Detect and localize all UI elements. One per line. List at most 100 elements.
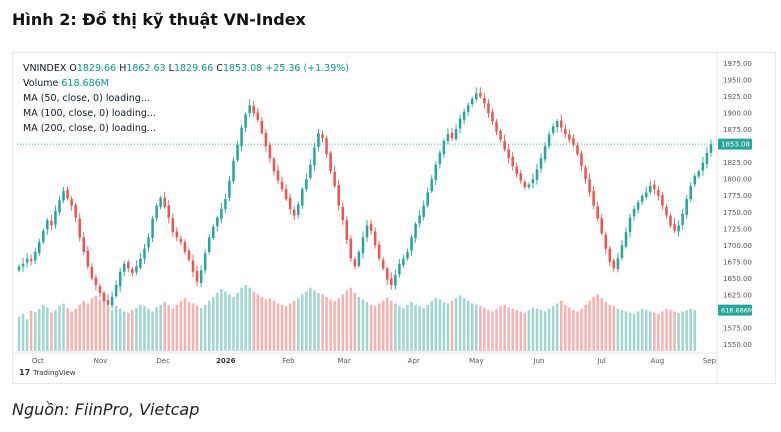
- volume-bar: [25, 319, 29, 351]
- candle-body: [487, 103, 490, 114]
- candle-body: [139, 258, 142, 268]
- source-note: Nguồn: FiinPro, Vietcap: [12, 400, 200, 419]
- ma50-row[interactable]: MA (50, close, 0) loading...: [23, 93, 150, 104]
- y-tick-label: 1550.00: [723, 341, 752, 349]
- candle-body: [555, 121, 559, 128]
- close-value: 1853.08: [222, 63, 263, 74]
- volume-bar: [135, 308, 138, 351]
- volume-bar: [406, 304, 409, 351]
- volume-bar: [29, 310, 33, 351]
- volume-bar: [353, 292, 357, 351]
- volume-bar: [151, 311, 154, 351]
- chart-panel[interactable]: VNINDEX O1829.66 H1862.63 L1829.66 C1853…: [12, 52, 776, 384]
- volume-badge-label: 618.686M: [721, 307, 754, 315]
- volume-bar: [560, 300, 563, 351]
- candle-body: [386, 268, 389, 280]
- candle-body: [86, 250, 90, 267]
- volume-bar: [665, 308, 668, 351]
- candle-body: [608, 248, 612, 262]
- tradingview-brand[interactable]: 17 TradingView: [19, 368, 75, 377]
- x-axis-label: May: [469, 357, 483, 365]
- volume-bar: [301, 294, 304, 351]
- candle-body: [252, 105, 255, 114]
- volume-bar: [677, 312, 680, 351]
- volume-bar: [147, 308, 150, 351]
- volume-value: 618.686M: [61, 78, 109, 89]
- candle-body: [46, 220, 49, 230]
- candle-body: [438, 152, 442, 165]
- y-tick-label: 1900.00: [723, 110, 752, 118]
- candle-body: [191, 260, 195, 272]
- candle-body: [572, 138, 575, 145]
- change-value: +25.36 (+1.39%): [265, 63, 349, 74]
- candle-body: [232, 160, 235, 182]
- x-axis-label: Oct: [32, 357, 44, 365]
- volume-bar: [373, 306, 377, 351]
- tradingview-name: TradingView: [33, 368, 76, 377]
- high-key: H: [119, 63, 127, 74]
- volume-bar: [317, 292, 320, 351]
- ma200-row[interactable]: MA (200, close, 0) loading...: [23, 123, 156, 134]
- candle-body: [697, 171, 701, 177]
- volume-bar: [422, 308, 425, 351]
- candle-body: [33, 251, 37, 261]
- volume-bar: [596, 294, 599, 351]
- candlestick-chart[interactable]: 1550.001575.001600.001625.001650.001675.…: [13, 53, 775, 383]
- volume-bar: [21, 314, 25, 351]
- candle-body: [94, 277, 98, 285]
- volume-bar: [386, 298, 389, 351]
- volume-bar: [669, 310, 672, 351]
- candle-body: [584, 167, 587, 180]
- volume-bar: [337, 298, 340, 351]
- x-axis-label: Sep: [703, 357, 717, 365]
- volume-bar: [122, 311, 126, 351]
- candle-body: [644, 192, 648, 198]
- candle-body: [499, 130, 502, 140]
- volume-bar: [487, 310, 490, 351]
- candle-body: [183, 241, 187, 252]
- candle-body: [628, 217, 632, 233]
- volume-bar: [381, 300, 385, 351]
- volume-bar: [349, 287, 353, 351]
- candle-body: [458, 118, 462, 129]
- volume-bar: [106, 308, 110, 351]
- candle-body: [268, 144, 272, 159]
- candle-body: [535, 169, 539, 180]
- volume-bar: [341, 294, 344, 351]
- volume-bar: [236, 292, 239, 351]
- x-axis-label: 2026: [216, 357, 236, 365]
- volume-bar: [491, 311, 494, 351]
- candle-body: [38, 241, 41, 254]
- candle-body: [649, 185, 652, 193]
- candle-body: [199, 270, 203, 283]
- volume-bar: [228, 294, 231, 351]
- candle-body: [17, 266, 21, 271]
- candle-body: [588, 179, 591, 193]
- volume-bar: [620, 310, 624, 351]
- volume-bar: [458, 295, 462, 351]
- volume-bar: [503, 304, 506, 351]
- candle-body: [681, 213, 684, 225]
- volume-bar: [612, 306, 616, 351]
- volume-bar: [54, 310, 57, 351]
- candle-body: [669, 215, 672, 226]
- x-axis-label: Mar: [338, 357, 351, 365]
- volume-bar: [410, 302, 413, 351]
- candle-body: [394, 275, 397, 286]
- volume-bar: [155, 307, 158, 351]
- volume-bar: [551, 306, 555, 351]
- candle-body: [466, 105, 470, 112]
- candle-body: [74, 204, 77, 218]
- candle-body: [78, 218, 81, 238]
- symbol-label[interactable]: VNINDEX: [23, 63, 67, 74]
- volume-bar: [507, 307, 510, 351]
- candle-body: [244, 114, 247, 128]
- candle-body: [689, 185, 692, 200]
- candle-body: [511, 156, 514, 167]
- volume-bar: [462, 298, 466, 351]
- ma100-row[interactable]: MA (100, close, 0) loading...: [23, 108, 156, 119]
- candle-body: [54, 210, 57, 225]
- volume-bar: [519, 311, 523, 351]
- volume-bar: [361, 299, 365, 351]
- volume-bar: [195, 305, 199, 351]
